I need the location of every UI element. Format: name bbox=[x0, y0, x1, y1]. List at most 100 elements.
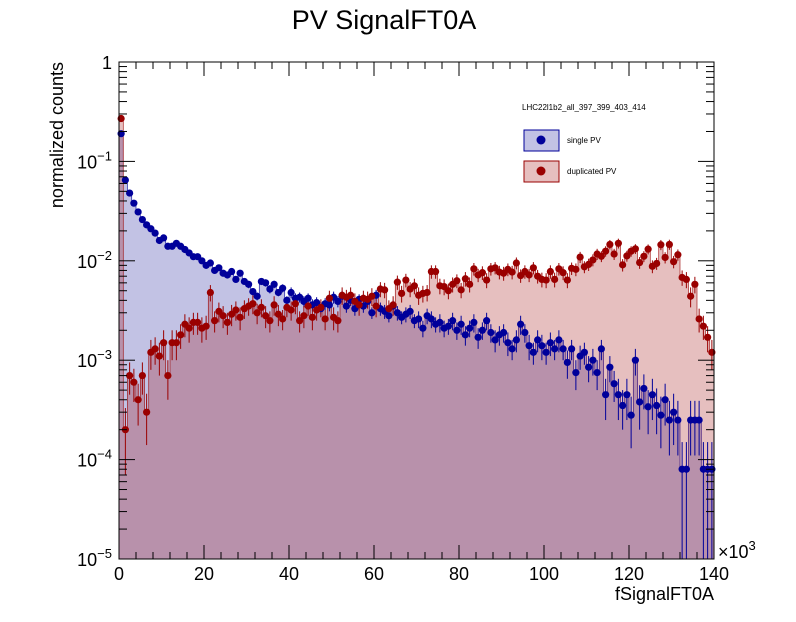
marker-single-pv bbox=[504, 339, 512, 347]
marker-duplicated-pv bbox=[402, 276, 410, 284]
marker-duplicated-pv bbox=[457, 286, 465, 294]
marker-single-pv bbox=[325, 301, 333, 309]
marker-duplicated-pv bbox=[665, 240, 673, 249]
marker-duplicated-pv bbox=[155, 352, 163, 360]
marker-single-pv bbox=[517, 320, 525, 328]
x-tick-label: 100 bbox=[529, 564, 559, 584]
marker-duplicated-pv bbox=[674, 251, 682, 259]
marker-single-pv bbox=[568, 345, 576, 353]
marker-single-pv bbox=[580, 348, 588, 356]
marker-single-pv bbox=[614, 391, 622, 399]
marker-single-pv bbox=[270, 280, 278, 288]
marker-duplicated-pv bbox=[134, 396, 142, 404]
marker-single-pv bbox=[508, 345, 516, 353]
marker-duplicated-pv bbox=[653, 259, 661, 268]
y-tick-label: 1 bbox=[102, 53, 112, 73]
marker-single-pv bbox=[436, 318, 444, 327]
marker-single-pv bbox=[160, 234, 168, 242]
marker-duplicated-pv bbox=[478, 269, 486, 277]
marker-single-pv bbox=[453, 326, 461, 334]
marker-single-pv bbox=[665, 416, 673, 424]
chart-title: PV SignalFT0A bbox=[292, 5, 477, 35]
marker-single-pv bbox=[500, 328, 508, 337]
marker-duplicated-pv bbox=[317, 303, 325, 311]
marker-duplicated-pv bbox=[606, 240, 614, 249]
marker-single-pv bbox=[525, 342, 533, 350]
marker-duplicated-pv bbox=[291, 300, 299, 308]
marker-duplicated-pv bbox=[126, 371, 134, 380]
marker-single-pv bbox=[134, 208, 142, 216]
x-tick-label: 60 bbox=[364, 564, 384, 584]
legend-label-duplicated-pv: duplicated PV bbox=[567, 167, 617, 176]
marker-duplicated-pv bbox=[172, 339, 180, 347]
marker-single-pv bbox=[695, 416, 703, 424]
marker-single-pv bbox=[474, 333, 482, 341]
marker-duplicated-pv bbox=[585, 260, 593, 268]
marker-duplicated-pv bbox=[151, 345, 159, 353]
marker-duplicated-pv bbox=[347, 291, 355, 299]
x-axis-title: fSignalFT0A bbox=[615, 584, 714, 604]
marker-duplicated-pv bbox=[257, 303, 265, 311]
plot-frame bbox=[118, 61, 715, 560]
marker-duplicated-pv bbox=[300, 312, 308, 320]
marker-single-pv bbox=[483, 317, 491, 325]
marker-duplicated-pv bbox=[219, 312, 227, 320]
y-tick-label: 10−2 bbox=[77, 248, 112, 272]
marker-single-pv bbox=[636, 398, 644, 406]
marker-duplicated-pv bbox=[644, 245, 652, 253]
marker-duplicated-pv bbox=[508, 268, 516, 276]
legend-header: LHC22l1b2_all_397_399_403_414 bbox=[522, 103, 646, 112]
marker-single-pv bbox=[262, 279, 270, 287]
marker-single-pv bbox=[304, 294, 312, 302]
marker-duplicated-pv bbox=[143, 408, 151, 416]
marker-single-pv bbox=[644, 403, 652, 411]
marker-duplicated-pv bbox=[372, 302, 380, 310]
marker-single-pv bbox=[487, 328, 495, 337]
marker-duplicated-pv bbox=[525, 271, 533, 279]
marker-single-pv bbox=[572, 369, 580, 377]
marker-single-pv bbox=[470, 318, 478, 327]
legend-label-single-pv: single PV bbox=[567, 136, 601, 145]
marker-duplicated-pv bbox=[661, 253, 669, 262]
marker-duplicated-pv bbox=[279, 315, 287, 323]
marker-single-pv bbox=[682, 465, 690, 473]
marker-duplicated-pv bbox=[325, 294, 333, 302]
marker-duplicated-pv bbox=[304, 302, 312, 310]
marker-single-pv bbox=[512, 336, 520, 344]
marker-duplicated-pv bbox=[512, 259, 520, 267]
marker-duplicated-pv bbox=[296, 317, 304, 325]
marker-duplicated-pv bbox=[389, 301, 397, 309]
marker-single-pv bbox=[232, 275, 240, 283]
marker-duplicated-pv bbox=[321, 315, 329, 323]
x-multiplier-base: ×10 bbox=[718, 542, 749, 562]
marker-duplicated-pv bbox=[211, 317, 219, 325]
marker-single-pv bbox=[466, 324, 474, 332]
marker-single-pv bbox=[585, 363, 593, 371]
y-tick-label: 10−4 bbox=[77, 447, 112, 471]
marker-duplicated-pv bbox=[453, 277, 461, 285]
marker-duplicated-pv bbox=[223, 318, 231, 327]
marker-duplicated-pv bbox=[670, 258, 678, 266]
marker-single-pv bbox=[627, 411, 635, 419]
marker-single-pv bbox=[236, 269, 244, 277]
marker-single-pv bbox=[287, 288, 295, 297]
marker-duplicated-pv bbox=[432, 267, 440, 276]
marker-duplicated-pv bbox=[576, 253, 584, 261]
x-tick-label: 140 bbox=[699, 564, 729, 584]
marker-single-pv bbox=[631, 356, 639, 364]
x-tick-label: 20 bbox=[194, 564, 214, 584]
marker-duplicated-pv bbox=[636, 258, 644, 267]
marker-single-pv bbox=[415, 315, 423, 323]
marker-duplicated-pv bbox=[381, 286, 389, 294]
y-tick-label: 10−5 bbox=[77, 546, 112, 570]
marker-single-pv bbox=[648, 391, 656, 399]
marker-single-pv bbox=[670, 408, 678, 416]
marker-single-pv bbox=[130, 199, 138, 207]
marker-duplicated-pv bbox=[640, 252, 648, 260]
marker-single-pv bbox=[619, 401, 627, 410]
marker-duplicated-pv bbox=[177, 331, 185, 339]
x-tick-label: 80 bbox=[449, 564, 469, 584]
marker-single-pv bbox=[546, 339, 554, 347]
marker-single-pv bbox=[640, 384, 648, 393]
y-tick-label: 10−3 bbox=[77, 347, 112, 371]
